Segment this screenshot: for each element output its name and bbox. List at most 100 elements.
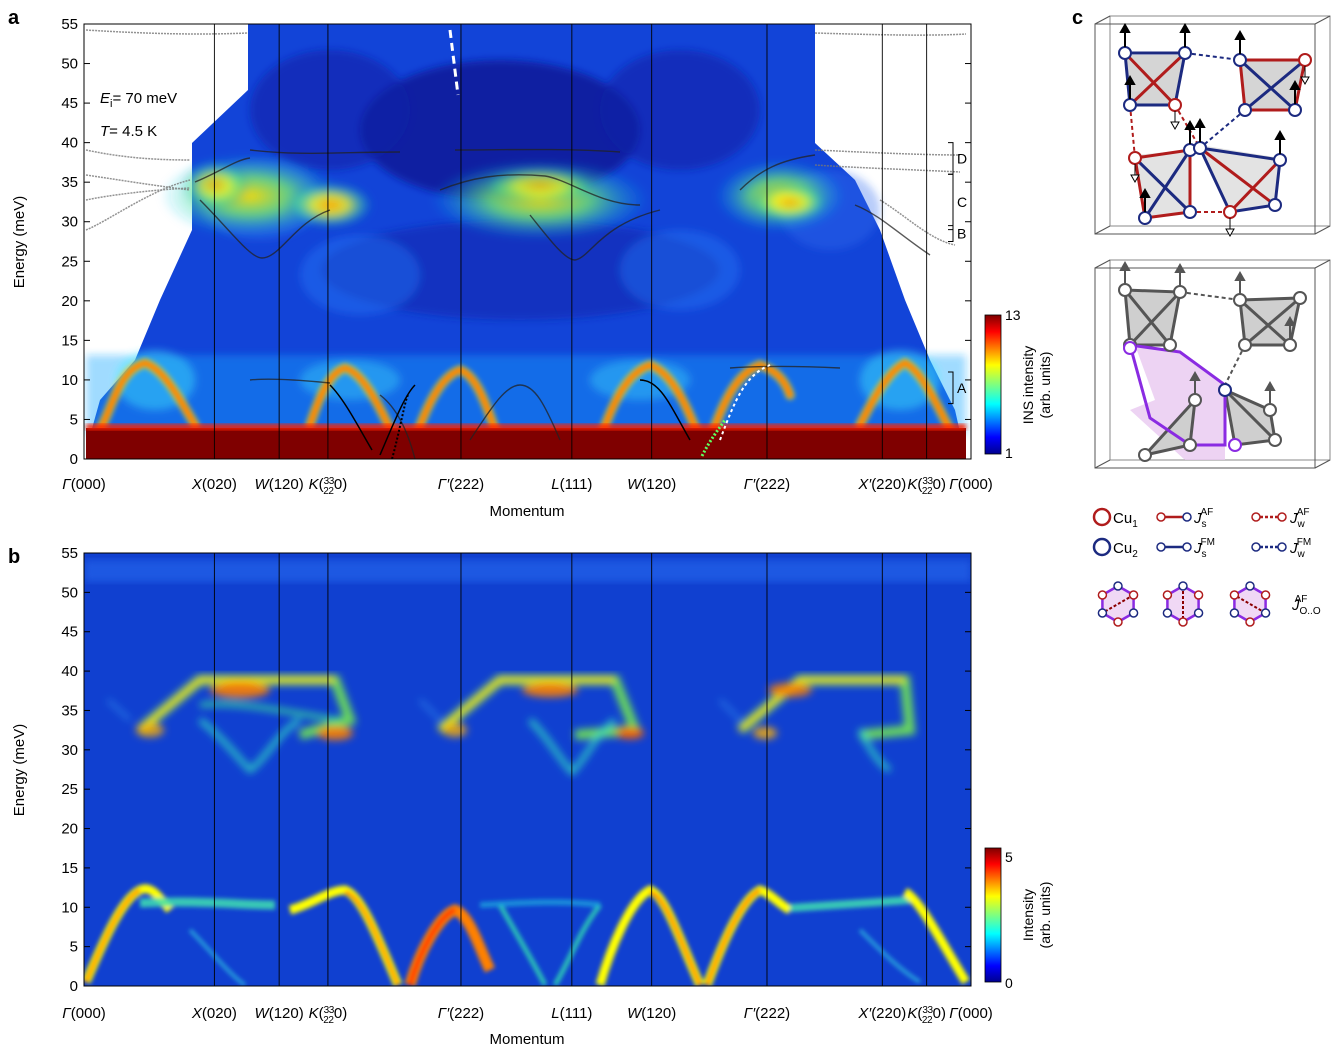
colorbar-b-max: 5 [1005,849,1013,865]
panel-label-a: a [8,7,20,29]
x-tick-label: X′(220) [857,476,906,493]
x-tick-label: K(3 23 20) [907,1005,946,1026]
vertical-lines-a [213,24,928,459]
x-tick-label: W(120) [255,1005,304,1022]
y-tick-label: 25 [61,781,78,798]
y-tick-label: 20 [61,293,78,310]
band-bracket [948,371,954,405]
x-tick-label: Γ′(222) [438,476,484,493]
x-tick-label: X(020) [191,1005,237,1022]
legend-cu1: Cu1 [1113,510,1138,530]
colorbar-a-label-2: (arb. units) [1037,352,1053,419]
x-tick-label: Γ(000) [949,1005,993,1022]
hexagon-site [1113,581,1123,591]
x-tick-label: K(3 23 20) [907,476,946,497]
x-tick-label: Γ′(222) [744,476,790,493]
colorbar-a: 13 1 INS intensity (arb. units) [984,307,1053,461]
y-tick-label: 5 [70,939,78,956]
legend-joo-af: JO..OAF [1291,594,1321,617]
y-tick-label: 55 [61,16,78,33]
colorbar-b-label-2: (arb. units) [1037,882,1053,949]
legend-jw-fm: JwFM [1289,537,1311,560]
hexagon-site [1245,581,1255,591]
y-tick-label: 25 [61,253,78,270]
band-label: C [957,194,967,210]
hexagon-bond [1233,594,1267,614]
y-tick-label: 55 [61,545,78,562]
tetrahedra-bottom [1118,260,1307,462]
y-tick-label: 50 [61,56,78,73]
x-tick-label: K(3 23 20) [309,476,348,497]
panel-c-structures: Cu1 Cu2 JsAF JsFM JwAF JwFM JO..OAF [1092,15,1331,627]
x-tick-label: W(120) [627,476,676,493]
x-axis-label-b: Momentum [489,1031,564,1048]
panel-label-b: b [8,546,20,568]
y-tick-label: 0 [70,451,78,468]
x-tick-label: W(120) [255,476,304,493]
temperature-annotation: T= 4.5 K [100,123,157,140]
y-tick-label: 40 [61,663,78,680]
legend-cu2: Cu2 [1113,540,1138,560]
x-tick-label: X(020) [191,476,237,493]
band-bracket [948,173,954,231]
hexagon-site [1229,590,1240,600]
hexagon-site [1097,590,1108,600]
legend-js-fm: JsFM [1193,537,1215,560]
x-tick-label: W(120) [627,1005,676,1022]
hexagon-site [1113,617,1123,627]
y-tick-label: 40 [61,135,78,152]
x-tick-label: Γ′(222) [744,1005,790,1022]
y-tick-label: 15 [61,332,78,349]
y-tick-label: 0 [70,978,78,995]
y-tick-label: 35 [61,702,78,719]
colorbar-b-min: 0 [1005,975,1013,991]
hexagon-site [1128,590,1139,600]
x-tick-label: Γ′(222) [438,1005,484,1022]
vertical-lines-b [213,553,928,986]
x-axis-a: Γ(000) X(020) W(120) K(3 23 20) Γ′(222) L(111) W… [62,476,993,497]
y-axis-a: 0 5 10 15 20 25 30 35 40 45 50 55 [61,16,971,468]
band-label: B [957,226,966,242]
y-tick-label: 20 [61,821,78,838]
x-tick-label: X′(220) [857,1005,906,1022]
x-tick-label: L(111) [551,1005,592,1022]
colorbar-b: 5 0 Intensity (arb. units) [984,847,1053,991]
hexagon-site [1097,608,1108,618]
y-axis-label-b: Energy (meV) [11,724,28,817]
cube-top [1094,15,1331,235]
panel-a-chart: 0 5 10 15 20 25 30 35 40 45 50 55 Γ(000) X(020) W(120… [11,16,1053,520]
y-tick-label: 15 [61,860,78,877]
hexagon-site [1229,608,1240,618]
x-tick-label: Γ(000) [62,1005,106,1022]
band-label: A [957,380,967,396]
band-bracket [948,225,954,242]
x-tick-label: L(111) [551,476,592,493]
band-label: D [957,150,967,166]
hexagon-site [1245,617,1255,627]
y-tick-label: 35 [61,174,78,191]
hexagon-site [1193,608,1204,618]
hexagon-icons [1097,581,1271,627]
hexagon-site [1260,590,1271,600]
x-tick-label: Γ(000) [949,476,993,493]
hexagon-bond [1101,594,1135,614]
legend-c: Cu1 Cu2 JsAF JsFM JwAF JwFM JO..OAF [1092,507,1321,627]
colorbar-a-label-1: INS intensity [1020,346,1036,425]
y-tick-label: 45 [61,624,78,641]
calc-background [84,553,971,986]
y-tick-label: 10 [61,372,78,389]
hexagon-site [1162,590,1173,600]
x-tick-label: K(3 23 20) [309,1005,348,1026]
hexagon-site [1178,617,1188,627]
x-axis-b: Γ(000) X(020) W(120) K(3 23 20) Γ′(222) L(111) W… [62,1005,993,1026]
y-tick-label: 30 [61,742,78,759]
hexagon-site [1193,590,1204,600]
tetrahedra-top [1118,22,1312,238]
band-brackets: D CB A [948,142,967,405]
colorbar-a-max: 13 [1005,307,1021,323]
x-tick-label: Γ(000) [62,476,106,493]
hexagon-site [1260,608,1271,618]
y-tick-label: 10 [61,899,78,916]
